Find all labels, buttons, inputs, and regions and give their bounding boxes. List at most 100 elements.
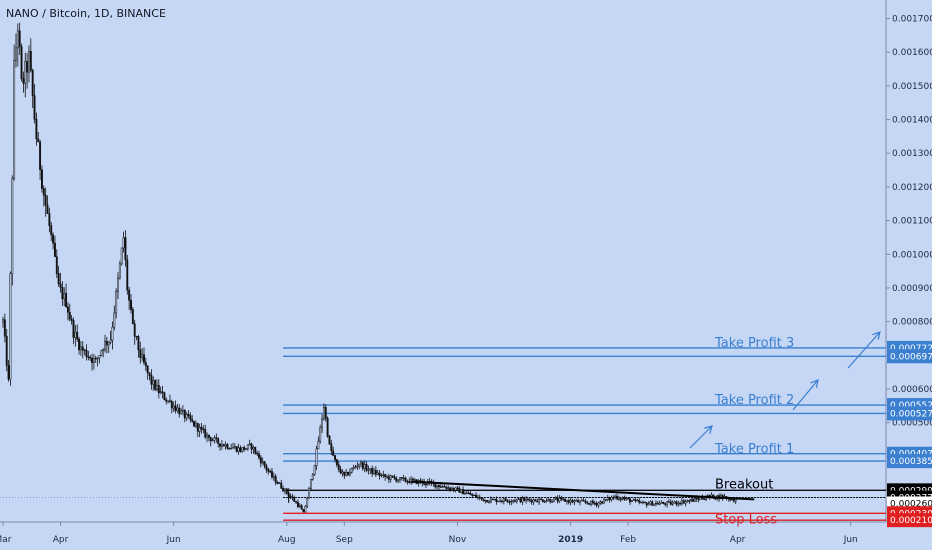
candle <box>514 498 516 503</box>
candle <box>237 443 240 455</box>
candle <box>369 468 372 475</box>
candles <box>2 22 737 513</box>
candle-body <box>514 500 516 502</box>
candle <box>107 341 110 353</box>
arrow-tp2-shaft <box>847 331 881 369</box>
candle-body <box>495 498 498 502</box>
candle <box>565 499 568 505</box>
candle <box>387 473 390 484</box>
candle <box>680 497 683 506</box>
candle <box>228 447 231 450</box>
candle-body <box>296 502 299 507</box>
candle-body <box>200 426 203 430</box>
candle <box>250 442 253 454</box>
candle <box>347 471 349 476</box>
candle <box>126 255 129 295</box>
candle-body <box>313 465 316 475</box>
candle <box>350 467 353 474</box>
candle <box>156 379 158 392</box>
candle <box>183 409 186 423</box>
candle-body <box>159 391 162 394</box>
candle <box>588 502 591 506</box>
candle-body <box>569 500 572 503</box>
candle-body <box>237 447 240 452</box>
candle-body <box>33 95 36 120</box>
candle <box>167 400 170 404</box>
candle-body <box>491 498 494 501</box>
candle-body <box>224 444 227 447</box>
candle-body <box>480 497 483 499</box>
candle-body <box>50 225 53 236</box>
candle-body <box>682 500 685 504</box>
candle <box>37 131 40 143</box>
candle <box>365 461 368 473</box>
candle-body <box>671 502 674 505</box>
candle-body <box>447 487 450 489</box>
candle <box>24 52 27 98</box>
annotation-take-profit-2: Take Profit 2 <box>714 393 794 408</box>
candle-body <box>501 500 503 502</box>
candle-body <box>41 169 43 189</box>
candle <box>115 288 118 319</box>
candle <box>649 500 652 506</box>
candle-body <box>610 497 613 501</box>
candle-body <box>315 448 318 466</box>
candle <box>595 501 598 508</box>
candle-body <box>258 453 260 458</box>
candle-body <box>371 468 374 474</box>
candle-body <box>209 437 212 442</box>
candle-body <box>547 499 550 502</box>
candle <box>493 498 496 501</box>
candle <box>692 497 695 502</box>
candle-body <box>65 293 68 308</box>
candle <box>363 460 366 473</box>
candle-body <box>538 498 541 503</box>
candle-body <box>536 500 539 503</box>
candle <box>161 385 164 399</box>
candle <box>41 165 43 193</box>
candle-body <box>172 405 175 409</box>
candle-body <box>358 463 361 467</box>
price-tick-label: 0.0008000 <box>892 318 932 328</box>
candle-body <box>489 498 492 503</box>
candle-body <box>667 501 670 503</box>
candle <box>437 484 440 490</box>
time-tick-label: Nov <box>449 535 467 545</box>
candle <box>191 415 194 423</box>
candle <box>339 465 342 475</box>
candle-body <box>148 372 151 376</box>
candle-body <box>363 464 366 469</box>
candle-body <box>658 503 661 505</box>
candle <box>91 353 93 371</box>
candle-body <box>530 500 533 503</box>
candle <box>163 391 166 401</box>
candle-body <box>361 462 364 469</box>
candle <box>352 464 355 471</box>
candle-body <box>697 498 700 501</box>
candle <box>552 498 555 503</box>
candle-body <box>5 336 8 366</box>
candle-body <box>326 418 329 437</box>
candle-body <box>699 497 702 500</box>
candle <box>664 502 667 507</box>
candle-body <box>176 407 179 411</box>
candle <box>70 314 73 325</box>
candle <box>11 175 14 286</box>
candle <box>402 474 405 482</box>
candle <box>204 424 207 440</box>
candle-body <box>525 498 528 502</box>
candle <box>61 281 64 306</box>
candle-body <box>233 446 236 448</box>
candle-body <box>207 434 210 438</box>
candle-body <box>645 502 648 506</box>
candle-body <box>104 340 106 350</box>
candle <box>476 494 479 500</box>
candle <box>46 195 49 214</box>
candle-body <box>662 502 665 504</box>
candle <box>189 412 192 423</box>
candle <box>117 272 119 300</box>
candle-body <box>131 309 134 325</box>
candle <box>551 498 554 503</box>
